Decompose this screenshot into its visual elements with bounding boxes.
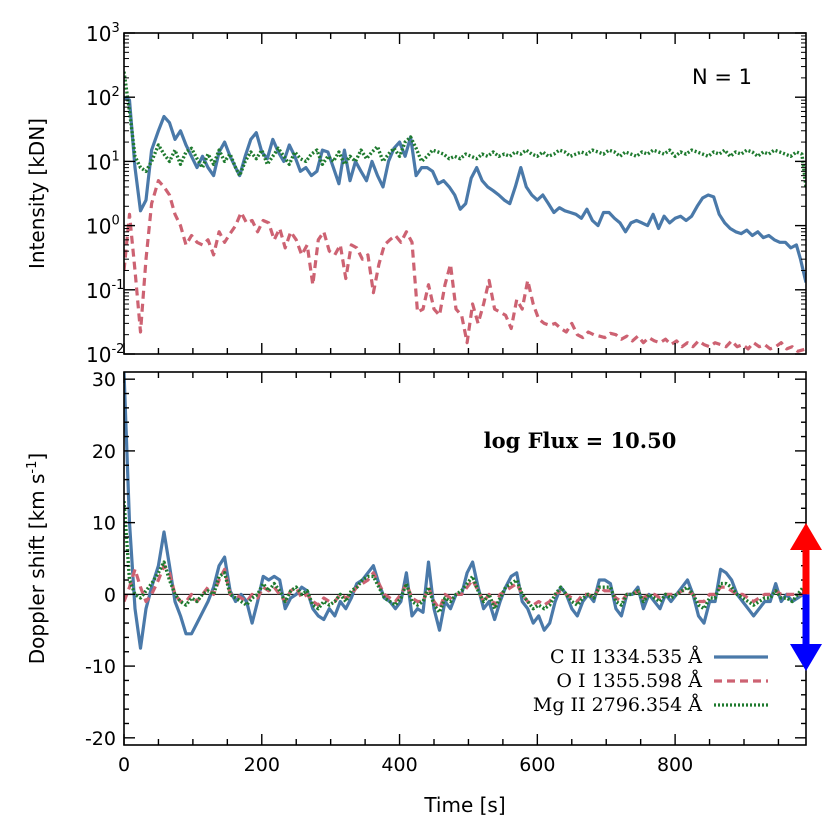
legend-label: C II 1334.535 Å	[550, 646, 702, 668]
blueshift-arrow-head	[790, 644, 822, 671]
y-axis-label-end: ]	[25, 453, 49, 461]
y-tick-label: 30	[92, 369, 116, 391]
o1-series-line	[124, 179, 806, 353]
y-tick-label: 103	[86, 21, 120, 46]
x-tick-label: 0	[118, 754, 130, 776]
y-tick-label: 0	[104, 584, 116, 606]
y-tick-label: 102	[86, 85, 120, 110]
y-axis-label-text: Intensity [kDN]	[25, 118, 49, 269]
y-tick-base: 10	[86, 86, 111, 110]
y-tick-exponent: 2	[111, 85, 119, 100]
x-axis-label: Time [s]	[423, 793, 505, 817]
legend: C II 1334.535 ÅO I 1355.598 ÅMg II 2796.…	[533, 646, 768, 716]
plot-frame	[123, 32, 807, 355]
y-tick-label: 10-2	[86, 342, 124, 367]
y-axis-label-sup: -1	[25, 461, 40, 474]
o1-series-line	[124, 564, 806, 611]
y-tick-label: 101	[86, 149, 120, 174]
y-tick-base: 10	[86, 22, 111, 46]
y-tick-label: -10	[85, 656, 116, 678]
y-axis-label-text: Doppler shift [km s	[25, 474, 49, 665]
y-tick-base: 10	[86, 150, 111, 174]
y-tick-exponent: 0	[111, 214, 119, 229]
y-tick-label: 100	[86, 214, 120, 239]
panel-annotation: log Flux = 10.50	[484, 428, 677, 453]
x-tick-label: 600	[519, 754, 555, 776]
y-tick-base: 10	[86, 343, 111, 367]
mg2-series-line	[124, 71, 806, 188]
legend-label: Mg II 2796.354 Å	[533, 694, 702, 716]
y-tick-exponent: 1	[111, 149, 119, 164]
y-tick-label: 20	[92, 441, 116, 463]
y-tick-label: 10-1	[86, 278, 124, 303]
y-tick-exponent: -1	[111, 278, 124, 293]
y-axis-label: Doppler shift [km s-1]	[25, 453, 49, 664]
mg2-series-line	[124, 500, 806, 614]
redshift-arrow-head	[790, 523, 822, 550]
c2-series-line	[124, 95, 806, 283]
legend-label: O I 1355.598 Å	[556, 670, 702, 692]
y-tick-exponent: 3	[111, 21, 119, 36]
y-tick-exponent: -2	[111, 342, 124, 357]
y-axis-label: Intensity [kDN]	[25, 118, 49, 269]
y-tick-base: 10	[86, 279, 111, 303]
doppler-panel: 0 200 400 600 800 Time [s] -20 -10 0 10 20 30 Dopple…	[25, 369, 822, 817]
y-tick-label: -20	[85, 728, 116, 750]
y-tick-label: 10	[92, 513, 116, 535]
x-tick-label: 800	[657, 754, 693, 776]
panel-annotation: N = 1	[692, 65, 752, 89]
x-tick-label: 400	[381, 754, 417, 776]
x-tick-label: 200	[244, 754, 280, 776]
y-tick-base: 10	[86, 215, 111, 239]
